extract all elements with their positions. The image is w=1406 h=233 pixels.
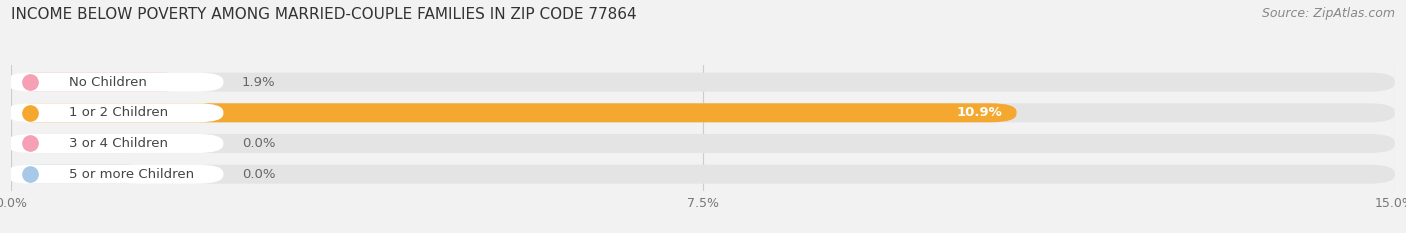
FancyBboxPatch shape xyxy=(7,165,224,184)
Text: 0.0%: 0.0% xyxy=(242,137,276,150)
Text: INCOME BELOW POVERTY AMONG MARRIED-COUPLE FAMILIES IN ZIP CODE 77864: INCOME BELOW POVERTY AMONG MARRIED-COUPL… xyxy=(11,7,637,22)
Text: No Children: No Children xyxy=(69,76,146,89)
FancyBboxPatch shape xyxy=(11,103,1017,122)
Text: 1 or 2 Children: 1 or 2 Children xyxy=(69,106,167,119)
FancyBboxPatch shape xyxy=(11,165,1395,184)
Text: Source: ZipAtlas.com: Source: ZipAtlas.com xyxy=(1261,7,1395,20)
Text: 5 or more Children: 5 or more Children xyxy=(69,168,194,181)
Text: 0.0%: 0.0% xyxy=(242,168,276,181)
Text: 10.9%: 10.9% xyxy=(957,106,1002,119)
FancyBboxPatch shape xyxy=(7,103,224,122)
FancyBboxPatch shape xyxy=(11,134,149,153)
Text: 3 or 4 Children: 3 or 4 Children xyxy=(69,137,167,150)
FancyBboxPatch shape xyxy=(11,103,1395,122)
FancyBboxPatch shape xyxy=(11,73,1395,92)
FancyBboxPatch shape xyxy=(11,73,187,92)
FancyBboxPatch shape xyxy=(11,134,1395,153)
FancyBboxPatch shape xyxy=(7,73,224,92)
FancyBboxPatch shape xyxy=(11,165,149,184)
Text: 1.9%: 1.9% xyxy=(242,76,276,89)
FancyBboxPatch shape xyxy=(7,134,224,153)
